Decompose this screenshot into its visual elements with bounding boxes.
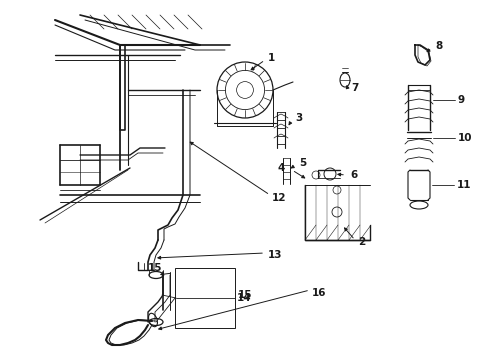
Text: 13: 13 [267, 250, 282, 260]
Text: 10: 10 [457, 133, 471, 143]
Text: 15: 15 [238, 290, 252, 300]
Bar [175, 268, 235, 328]
Text: 4: 4 [278, 163, 285, 173]
Text: 7: 7 [350, 83, 358, 93]
Text: 14: 14 [237, 293, 251, 303]
Text: 1: 1 [267, 53, 275, 63]
Text: 11: 11 [456, 180, 470, 190]
Text: 9: 9 [457, 95, 464, 105]
Text: 5: 5 [298, 158, 305, 168]
Text: 12: 12 [271, 193, 286, 203]
Text: 6: 6 [349, 170, 357, 180]
Text: 15: 15 [148, 263, 162, 273]
Text: 2: 2 [357, 237, 365, 247]
Text: 16: 16 [311, 288, 326, 298]
Text: 3: 3 [294, 113, 302, 123]
Text: 8: 8 [434, 41, 441, 51]
